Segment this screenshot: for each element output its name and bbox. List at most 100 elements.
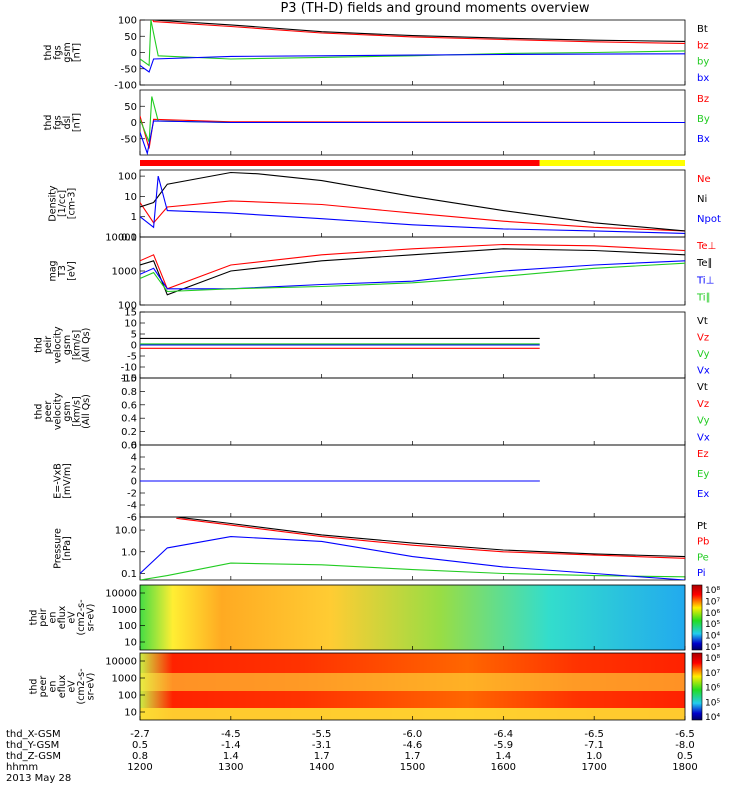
position-value: 1.7	[314, 751, 330, 762]
series-line-Ti∥	[140, 262, 685, 293]
y-tick-label: 100	[118, 301, 137, 312]
y-tick-label: 0.6	[121, 400, 137, 411]
y-tick-label: 10.0	[115, 526, 137, 537]
y-axis-label-line: fgs	[52, 115, 63, 129]
y-axis-label-line: eflux	[57, 605, 68, 629]
legend-Vt: Vt	[697, 316, 708, 327]
legend-Ne: Ne	[697, 174, 711, 185]
y-tick-label: 100	[118, 16, 137, 27]
position-value: 1300	[218, 762, 243, 773]
series-line-Ni	[140, 171, 685, 232]
panel-frame	[139, 377, 686, 446]
legend-Npot: Npot	[697, 214, 721, 225]
y-axis-label-line: peer	[43, 401, 54, 423]
y-axis-label-line: [1/cc]	[57, 190, 68, 217]
position-value: 0.5	[132, 740, 148, 751]
legend-Vy: Vy	[697, 349, 710, 360]
mode-bar-segment	[539, 160, 685, 166]
y-axis-label-line: gsm	[62, 42, 73, 62]
y-tick-label: 0	[131, 48, 137, 59]
position-row-label: thd_X-GSM	[6, 729, 61, 740]
y-tick-label: -4	[127, 501, 137, 512]
position-value: 1400	[309, 762, 334, 773]
y-tick-label: 100	[118, 691, 137, 702]
series-line-Bx	[140, 120, 685, 155]
y-tick-label: -6	[127, 513, 137, 524]
legend-Ey: Ey	[697, 469, 709, 480]
y-tick-label: 1000	[112, 267, 137, 278]
series-group	[140, 517, 685, 580]
y-axis-label-line: [mV/m]	[62, 463, 73, 499]
legend-Ni: Ni	[697, 194, 707, 205]
legend-Pi: Pi	[697, 568, 706, 579]
y-axis-label: E=-VxB[mV/m]	[52, 463, 73, 499]
y-axis-label-line: velocity	[52, 393, 63, 431]
position-row-label: thd_Y-GSM	[6, 740, 59, 751]
y-axis-label-line: [cm-3]	[67, 188, 78, 219]
y-axis-label-line: E=-VxB	[52, 463, 63, 498]
colorbar-tick-label: 10³	[705, 643, 720, 653]
legend-Pb: Pb	[697, 537, 709, 548]
legend-Ti⊥: Ti⊥	[696, 275, 714, 286]
y-tick-label: 2	[131, 465, 137, 476]
position-value: -8.0	[675, 740, 695, 751]
y-tick-label: -50	[121, 64, 137, 75]
panel-frame	[139, 169, 686, 238]
legend-Vx: Vx	[697, 433, 710, 444]
colorbar	[691, 584, 703, 651]
y-tick-label: 10000	[105, 657, 137, 668]
y-axis-label-line: [km/s]	[71, 330, 82, 360]
colorbar-tick-label: 10⁸	[705, 586, 720, 596]
series-line-Pt	[176, 517, 685, 558]
y-axis-label-line: sr-eV)	[86, 673, 97, 701]
y-axis-label-line: [nT]	[71, 113, 82, 132]
position-value: -6.4	[494, 729, 514, 740]
position-value: -6.5	[675, 729, 695, 740]
position-row-label: hhmm	[6, 762, 38, 773]
y-axis-label: Density[1/cc][cm-3]	[48, 185, 78, 221]
series-line-By	[140, 96, 685, 143]
series-line-Bz	[140, 115, 685, 149]
y-tick-label: 0.2	[121, 427, 137, 438]
series-line-Pi	[140, 536, 685, 580]
panel-frame	[139, 236, 686, 306]
position-value: -5.9	[494, 740, 514, 751]
y-tick-label: 50	[124, 102, 137, 113]
y-axis-label-line: [eV]	[67, 261, 78, 281]
legend-by: by	[697, 57, 709, 68]
colorbar-tick-label: 10⁵	[705, 698, 720, 708]
y-tick-label: 10000	[105, 233, 137, 244]
y-tick-label: 1000	[112, 605, 137, 616]
legend-bz: bz	[697, 40, 709, 51]
date-label: 2013 May 28	[6, 773, 71, 784]
y-tick-label: 0.1	[121, 233, 137, 244]
colorbar-tick-label: 10⁶	[705, 609, 720, 619]
y-axis-label-line: eflux	[57, 674, 68, 698]
y-tick-label: 0	[131, 118, 137, 129]
y-axis-label-line: peir	[43, 336, 54, 355]
legend-Bx: Bx	[697, 134, 710, 145]
spectrogram-low-band	[140, 708, 685, 720]
y-tick-label: 0.0	[121, 441, 137, 452]
series-group	[140, 337, 540, 349]
y-tick-label: 100	[118, 172, 137, 183]
y-tick-label: 10000	[105, 589, 137, 600]
legend-Bt: Bt	[697, 24, 708, 35]
position-value: 1.0	[586, 751, 602, 762]
y-tick-label: 4	[131, 453, 137, 464]
y-tick-label: -100	[114, 81, 137, 92]
y-axis-label-line: eV	[67, 611, 78, 624]
y-axis-label-line: en	[48, 681, 59, 693]
y-tick-label: 50	[124, 32, 137, 43]
series-line-by	[140, 20, 685, 67]
panel-peer-spectrogram: 10⁸ 10⁷ 10⁶ 10⁵ 10⁴ 10000 1000 100 10 thdpeerenef…	[29, 652, 720, 723]
position-value: -5.5	[312, 729, 332, 740]
y-tick-label: 10	[124, 319, 137, 330]
y-axis-label-line: thd	[29, 679, 40, 695]
